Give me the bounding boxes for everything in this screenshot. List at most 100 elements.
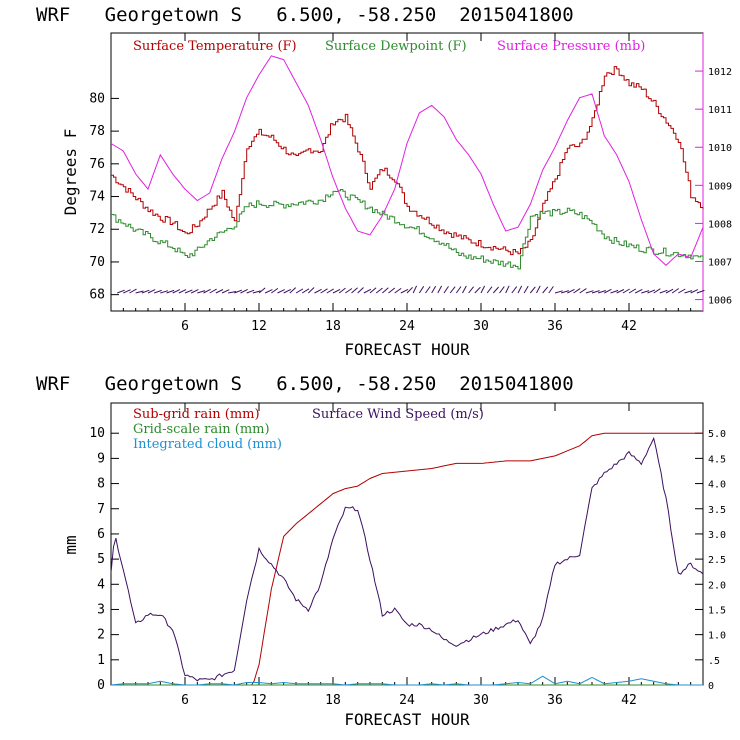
wind-barb-icon	[529, 286, 536, 294]
wind-barb-icon	[579, 288, 587, 294]
x-tick-label: 42	[621, 319, 637, 334]
y2-tick-label: 1011	[708, 105, 732, 116]
series-line-surface-wind-speed-m-s	[110, 436, 704, 682]
wind-barb-icon	[147, 289, 156, 294]
x-tick-label: 36	[547, 319, 563, 334]
y-tick-label: 3	[97, 602, 105, 617]
y2-tick-label: 1.0	[708, 631, 726, 642]
wind-barb-icon	[252, 290, 261, 294]
bottom-y-axis-label: mm	[61, 535, 80, 554]
y2-tick-label: .5	[708, 656, 720, 667]
legend-integrated-cloud: Integrated cloud (mm)	[133, 437, 282, 452]
wind-barb-icon	[240, 288, 248, 294]
x-tick-label: 6	[181, 693, 189, 708]
wind-barb-icon	[523, 285, 529, 294]
series-line-surface-pressure-mb	[110, 55, 704, 266]
y-tick-label: 8	[97, 477, 105, 492]
wind-barb-icon	[141, 289, 150, 294]
wind-barb-icon	[289, 287, 297, 294]
wind-barb-icon	[184, 289, 193, 294]
wind-barb-icon	[536, 285, 541, 294]
y2-tick-label: 3.5	[708, 505, 726, 516]
wind-barb-icon	[585, 290, 594, 294]
bottom-x-axis-label: FORECAST HOUR	[344, 710, 470, 729]
legend-gridscale-rain: Grid-scale rain (mm)	[133, 422, 270, 437]
wind-barb-icon	[258, 287, 266, 294]
wind-barb-icon	[437, 285, 443, 294]
wind-barb-icon	[129, 288, 137, 294]
wind-barb-icon	[690, 289, 699, 294]
wind-barb-icon	[234, 289, 242, 294]
y-tick-label: 70	[89, 255, 105, 270]
y-tick-label: 6	[97, 527, 105, 542]
wind-barb-icon	[480, 285, 486, 294]
wind-barb-icon	[610, 289, 619, 294]
wind-barb-icon	[598, 290, 606, 294]
bottom-chart-title: WRF Georgetown S 6.500, -58.250 20150418…	[36, 373, 574, 395]
wind-barb-icon	[684, 290, 693, 294]
x-tick-label: 36	[547, 693, 563, 708]
wind-barb-icon	[382, 287, 389, 294]
y-tick-label: 10	[89, 426, 105, 441]
top-chart-title: WRF Georgetown S 6.500, -58.250 20150418…	[36, 4, 574, 26]
y2-tick-label: 2.5	[708, 555, 726, 566]
wind-barb-icon	[246, 289, 255, 294]
y2-tick-label: 1.5	[708, 605, 726, 616]
wind-barb-icon	[400, 288, 409, 294]
legend-wind-speed: Surface Wind Speed (m/s)	[312, 407, 484, 422]
y-tick-label: 7	[97, 502, 105, 517]
x-tick-label: 42	[621, 693, 637, 708]
y2-tick-label: 5.0	[708, 429, 726, 440]
y-tick-label: 68	[89, 288, 105, 303]
wind-barb-icon	[418, 286, 425, 294]
x-tick-label: 24	[399, 693, 415, 708]
series-line-surface-temperature-f	[111, 66, 704, 256]
wind-barb-icon	[474, 286, 481, 294]
x-tick-label: 30	[473, 319, 489, 334]
wind-barb-icon	[431, 285, 437, 294]
y-tick-label: 0	[97, 678, 105, 693]
y2-tick-label: 0	[708, 681, 714, 692]
wind-barb-icon	[561, 290, 569, 294]
wind-barb-icon	[326, 288, 334, 294]
wind-barb-icon	[264, 289, 273, 294]
wind-barb-icon	[154, 289, 162, 294]
wind-barb-icon	[659, 289, 668, 294]
y-tick-label: 5	[97, 552, 105, 567]
series-line-sub-grid-rain-mm	[111, 432, 703, 686]
wind-barb-icon	[412, 285, 418, 294]
y-tick-label: 74	[89, 190, 105, 205]
wind-barb-icon	[567, 288, 575, 294]
wind-barb-icon	[616, 289, 625, 294]
wind-barb-icon	[295, 288, 304, 294]
wind-barb-icon	[443, 286, 449, 294]
y2-tick-label: 1009	[708, 181, 732, 192]
wind-barb-icon	[455, 286, 462, 294]
y-tick-label: 9	[97, 451, 105, 466]
wind-barb-icon	[221, 289, 230, 294]
wind-barb-icon	[462, 285, 467, 294]
legend-temperature: Surface Temperature (F)	[133, 39, 297, 54]
wind-barb-icon	[573, 288, 581, 294]
wind-barb-icon	[271, 287, 279, 294]
wind-barb-icon	[542, 286, 549, 294]
y-tick-label: 72	[89, 222, 105, 237]
wind-barb-icon	[591, 290, 600, 294]
legend-dewpoint: Surface Dewpoint (F)	[325, 39, 467, 54]
wind-barb-icon	[166, 289, 175, 294]
wind-barb-icon	[425, 286, 431, 294]
wind-barb-icon	[283, 288, 292, 294]
series-line-surface-dewpoint-f	[111, 189, 704, 270]
wind-barb-icon	[203, 288, 211, 294]
y2-tick-label: 3.0	[708, 530, 726, 541]
wind-barb-icon	[554, 290, 563, 294]
wind-barb-icon	[671, 288, 679, 294]
wind-barb-icon	[394, 287, 402, 294]
x-tick-label: 6	[181, 319, 189, 334]
y-tick-label: 78	[89, 124, 105, 139]
wind-barb-icon	[486, 286, 493, 294]
wind-barb-icon	[647, 289, 656, 294]
wind-barb-icon	[363, 288, 372, 294]
wind-barb-icon	[641, 290, 650, 294]
